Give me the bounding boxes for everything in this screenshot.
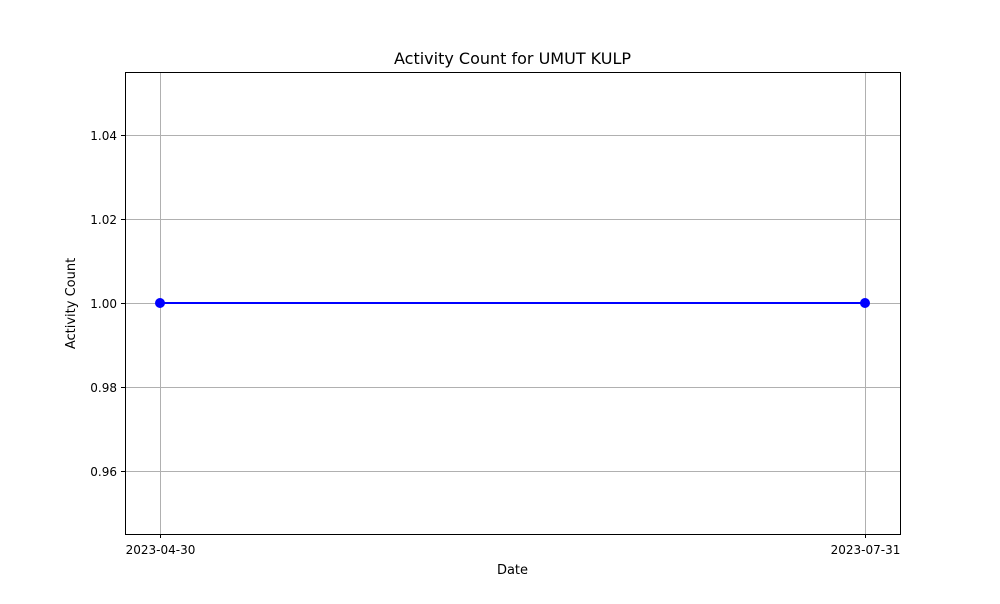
y-tick-label: 1.02 bbox=[90, 213, 117, 227]
y-axis-label: Activity Count bbox=[64, 258, 79, 349]
data-point bbox=[860, 298, 870, 308]
axis-ticks: 0.96 0.98 1.00 1.02 1.04 2023-04-30 2023-07-31 bbox=[90, 129, 900, 557]
y-tick-label: 1.04 bbox=[90, 129, 117, 143]
y-tick-label: 1.00 bbox=[90, 297, 117, 311]
x-tick-label: 2023-07-31 bbox=[831, 543, 901, 557]
plot-frame bbox=[125, 72, 901, 535]
series-layer bbox=[155, 298, 870, 308]
data-point bbox=[155, 298, 165, 308]
x-tick-label: 2023-04-30 bbox=[126, 543, 196, 557]
chart-title: Activity Count for UMUT KULP bbox=[394, 49, 631, 68]
y-tick-label: 0.98 bbox=[90, 381, 117, 395]
x-axis-label: Date bbox=[497, 563, 528, 578]
y-tick-label: 0.96 bbox=[90, 465, 117, 479]
